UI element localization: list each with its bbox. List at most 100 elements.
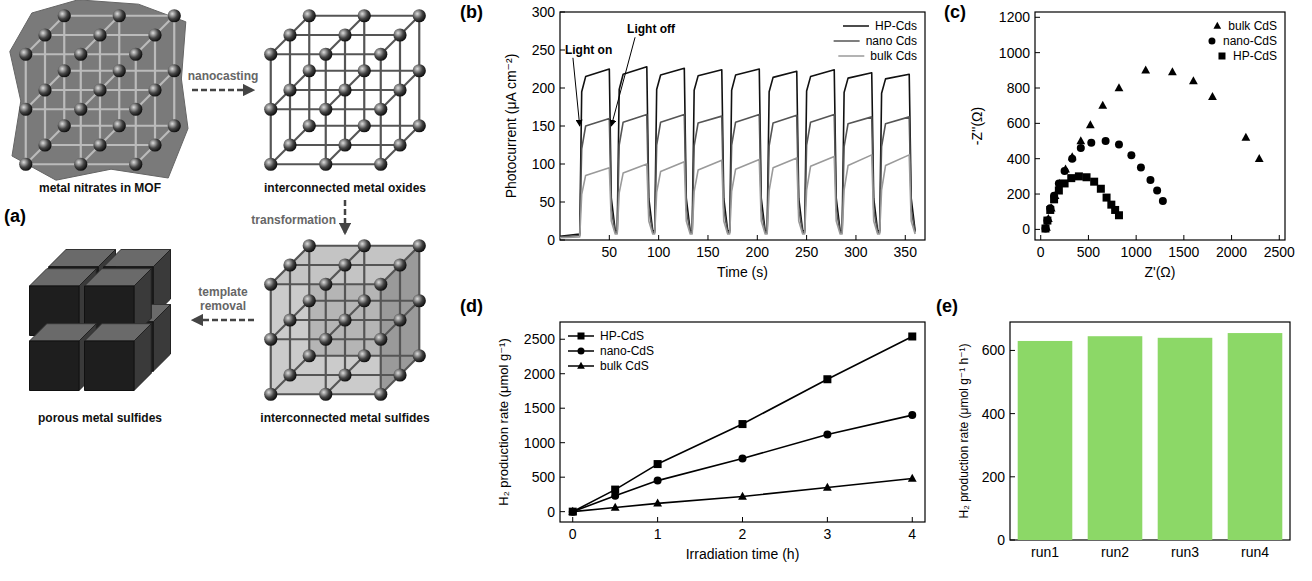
x-tick [806, 235, 807, 240]
x-tick-label: 1000 [1121, 244, 1152, 260]
data-point [1075, 172, 1083, 180]
data-point [1041, 225, 1049, 233]
node-sphere [413, 294, 426, 307]
node-sphere [303, 9, 316, 22]
node-label: interconnected metal sulfides [260, 411, 430, 425]
data-point [1068, 155, 1076, 163]
data-point [1041, 225, 1049, 233]
node-sphere [319, 48, 332, 61]
x-axis-title: Irradiation time (h) [686, 546, 800, 562]
node-sphere [393, 258, 406, 271]
y-tick [1010, 476, 1015, 477]
plot-marks [560, 67, 915, 238]
node-sphere [38, 83, 51, 96]
x-tick [1279, 235, 1280, 240]
node-sphere [393, 313, 406, 326]
data-point [738, 492, 747, 500]
data-point [1103, 194, 1111, 202]
x-tick [572, 517, 573, 522]
legend-label: nano-CdS [600, 344, 654, 358]
data-point [908, 411, 916, 419]
x-tick [742, 517, 743, 522]
figure: metal nitrates in MOFinterconnected meta… [0, 0, 1312, 581]
data-point [1208, 92, 1217, 100]
node-sphere [393, 138, 406, 151]
x-tick-label: 2 [739, 526, 747, 542]
data-point [1146, 176, 1154, 184]
strut [326, 301, 365, 340]
data-point [1153, 187, 1161, 195]
axes: 0200400600H₂ production rate (μmol g⁻¹ h… [936, 296, 1290, 560]
strut [381, 301, 420, 340]
cube [10, 0, 188, 180]
y-tick [1035, 52, 1040, 53]
annotation-arrow [573, 58, 580, 126]
edge-label-line: removal [200, 299, 246, 313]
y-tick-label: 0 [547, 504, 555, 520]
node-sphere [374, 48, 387, 61]
node-sphere [283, 83, 296, 96]
panel-label: (e) [936, 296, 958, 316]
node-sphere [19, 48, 32, 61]
series-line [573, 336, 913, 511]
y-tick-label: 250 [532, 42, 556, 58]
data-point [1097, 185, 1105, 193]
node-sphere [338, 83, 351, 96]
node-sphere [303, 349, 316, 362]
diagram: metal nitrates in MOFinterconnected meta… [4, 0, 430, 425]
data-point [1115, 83, 1124, 91]
data-point [1102, 137, 1110, 145]
data-point [823, 375, 831, 383]
y-tick-label: 0 [1022, 221, 1030, 237]
y-tick-label: 0 [997, 532, 1005, 548]
y-tick-label: 150 [532, 118, 556, 134]
y-tick-label: 600 [982, 342, 1006, 358]
x-tick-label: 150 [696, 244, 720, 260]
legend-label: HP-CdS [600, 329, 644, 343]
node-sphere [374, 333, 387, 346]
data-point [1127, 151, 1135, 159]
node-sphere [374, 103, 387, 116]
node-sphere [338, 313, 351, 326]
legend-marker [1218, 53, 1225, 60]
legend-marker [1208, 38, 1215, 45]
x-tick-label: 3 [823, 526, 831, 542]
series-line [560, 67, 915, 236]
node-sphere [74, 158, 87, 171]
node-sphere [148, 83, 161, 96]
data-point [1255, 154, 1264, 162]
y-axis-title: -Z''(Ω) [969, 107, 985, 145]
edge-label: transformation [251, 213, 336, 227]
node-sphere [113, 119, 126, 132]
x-tick-label: 1 [654, 526, 662, 542]
y-tick [560, 477, 565, 478]
node-sphere [38, 28, 51, 41]
node-sphere [413, 239, 426, 252]
axes: 05010015020025030050100150200250300350Ti… [460, 2, 925, 280]
plot-marks [568, 332, 916, 515]
y-tick-label: 100 [532, 156, 556, 172]
node-sphere [19, 158, 32, 171]
node-sphere [93, 83, 106, 96]
y-tick-label: 800 [1007, 80, 1031, 96]
x-tick [1136, 235, 1137, 240]
y-tick [1035, 229, 1040, 230]
annotation-text: Light off [627, 22, 676, 36]
y-tick [560, 442, 565, 443]
x-tick [1040, 235, 1041, 240]
legend: HP-CdSnano-CdSbulk CdS [568, 329, 654, 373]
legend-label: bulk Cds [870, 49, 917, 63]
y-tick [1035, 123, 1040, 124]
edge-label: templateremoval [198, 285, 248, 313]
node-sphere [168, 119, 181, 132]
edge-label-line: template [198, 285, 248, 299]
y-tick-label: 2000 [524, 366, 555, 382]
arrow [192, 89, 254, 92]
x-tick-label: run4 [1241, 544, 1269, 560]
data-point [1159, 197, 1167, 205]
node-sphere [264, 103, 277, 116]
data-point [1061, 167, 1069, 175]
plot-frame [560, 322, 925, 522]
node-sphere [413, 349, 426, 362]
x-tick-label: run2 [1101, 544, 1129, 560]
